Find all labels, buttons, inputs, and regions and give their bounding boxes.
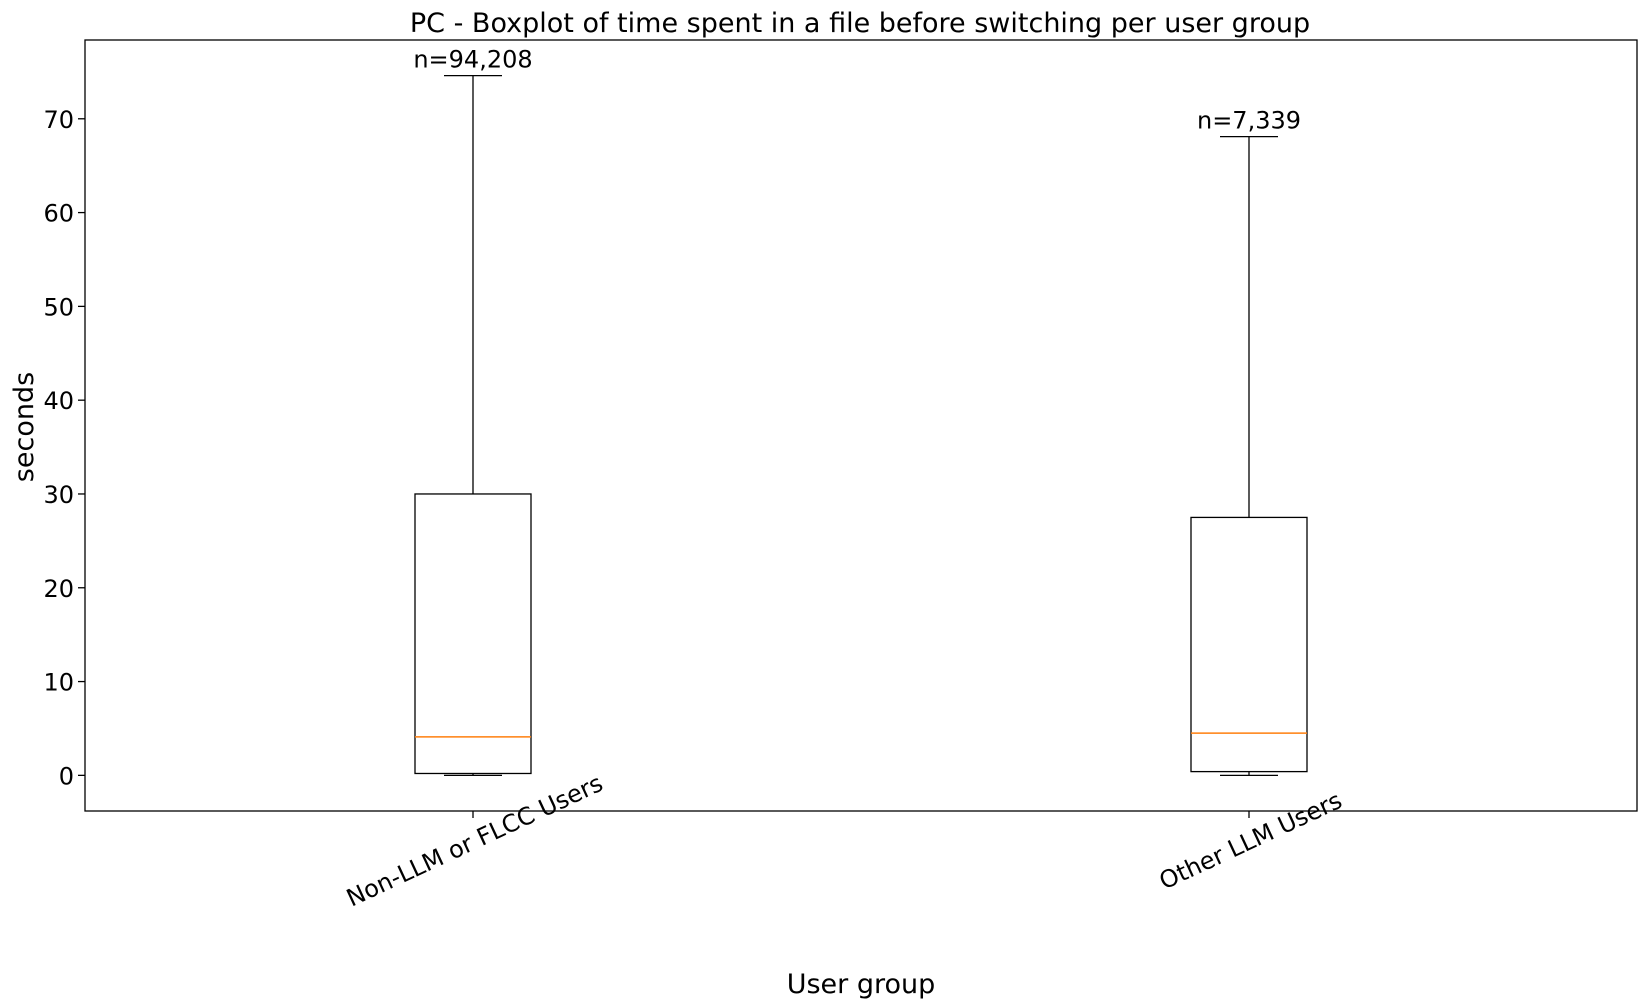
- chart-title: PC - Boxplot of time spent in a file bef…: [410, 8, 1310, 39]
- sample-size-label: n=94,208: [413, 46, 532, 74]
- x-tick-label: Non-LLM or FLCC Users: [342, 769, 607, 912]
- y-tick-label: 30: [43, 481, 74, 509]
- y-tick-label: 0: [59, 762, 74, 790]
- sample-size-label: n=7,339: [1197, 107, 1301, 135]
- y-tick-label: 40: [43, 387, 74, 415]
- y-tick-label: 20: [43, 575, 74, 603]
- y-tick-label: 50: [43, 293, 74, 321]
- y-tick-label: 10: [43, 669, 74, 697]
- y-tick-label: 70: [43, 106, 74, 134]
- y-axis-label: seconds: [9, 372, 40, 482]
- y-tick-label: 60: [43, 200, 74, 228]
- x-axis-label: User group: [787, 969, 936, 1000]
- iqr-box: [1190, 516, 1308, 773]
- x-tick-label: Other LLM Users: [1155, 786, 1346, 895]
- plot-area: 0 10 20 30 40 50 60 70 Non-LLM or FLCC Users Othe…: [43, 46, 1346, 913]
- iqr-box: [414, 493, 532, 775]
- plot-frame: [84, 39, 1638, 812]
